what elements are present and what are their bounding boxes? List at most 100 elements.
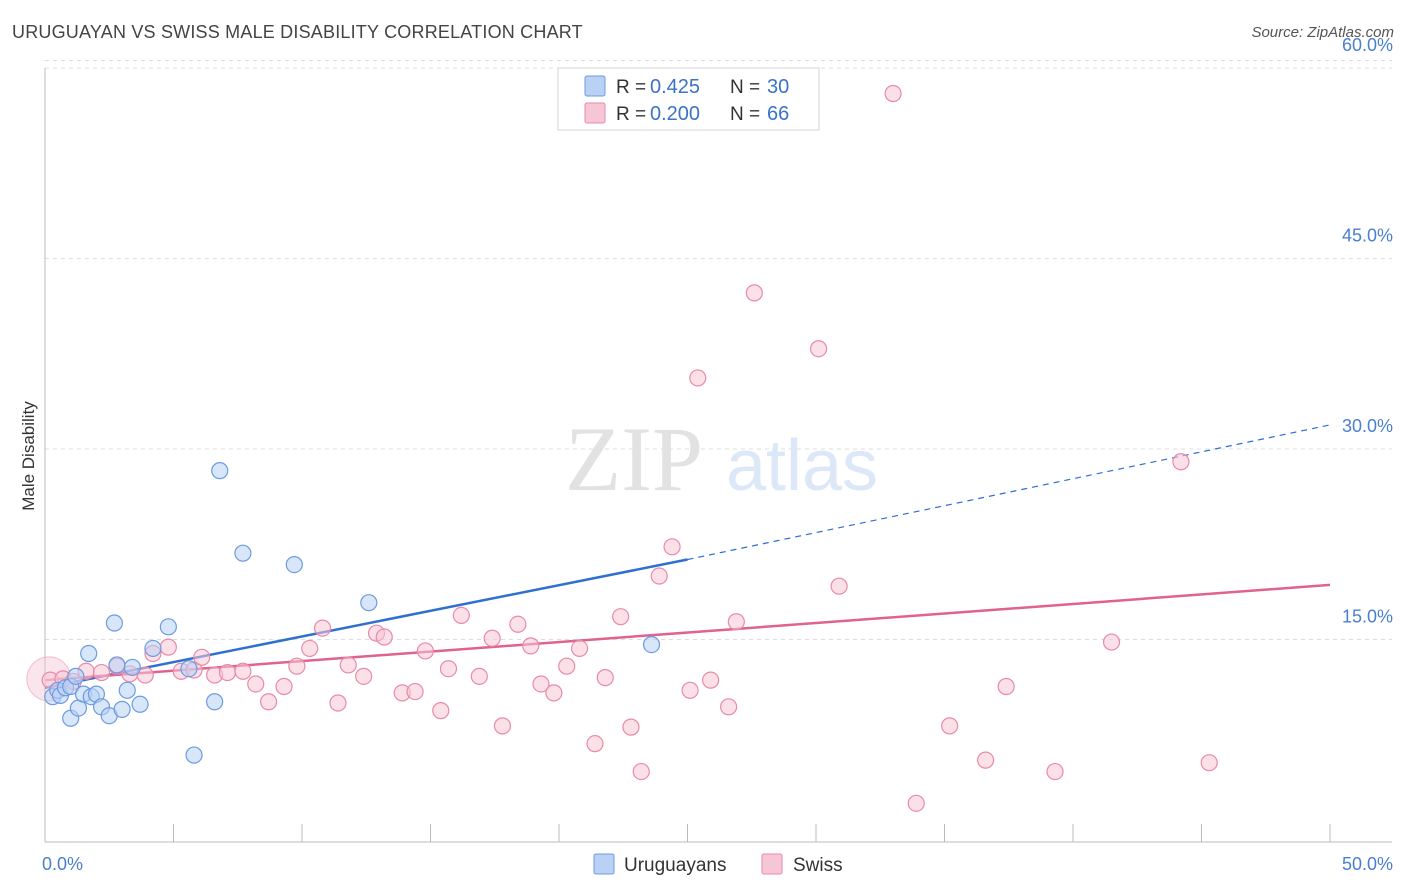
- series-legend-swatch-uruguayans: [593, 853, 615, 875]
- swiss-point: [1200, 754, 1218, 772]
- legend-swatch-swiss: [584, 102, 606, 124]
- uruguayan-point: [123, 658, 141, 677]
- swiss-point: [727, 613, 745, 631]
- x-tick-label: 0.0%: [42, 854, 83, 874]
- swiss-point: [586, 735, 604, 753]
- swiss-point: [681, 681, 699, 699]
- swiss-point: [884, 84, 902, 103]
- swiss-point: [247, 675, 265, 693]
- swiss-point: [650, 567, 668, 585]
- swiss-point: [355, 667, 373, 685]
- swiss-point: [375, 628, 393, 646]
- legend: R = 0.425 N = 30 R = 0.200 N = 66: [557, 67, 820, 131]
- swiss-point: [702, 671, 720, 689]
- x-tick-labels: 0.0% 50.0%: [42, 854, 1393, 874]
- uruguayan-point: [144, 639, 162, 658]
- watermark: ZIP atlas: [565, 408, 878, 510]
- uruguayan-point: [80, 644, 98, 663]
- uruguayan-point: [285, 556, 303, 574]
- swiss-point: [275, 677, 293, 696]
- legend-n-value: 66: [767, 103, 789, 125]
- uruguayan-point: [113, 700, 131, 718]
- swiss-point: [720, 698, 738, 716]
- swiss-point: [452, 606, 470, 624]
- series-legend-label-uruguayans: Uruguayans: [624, 855, 726, 876]
- swiss-point: [288, 657, 306, 675]
- legend-swatch-uruguayans: [584, 75, 606, 97]
- swiss-point: [470, 667, 488, 685]
- swiss-point: [689, 369, 707, 387]
- swiss-point: [663, 538, 681, 556]
- swiss-point: [977, 751, 995, 769]
- y-tick-label: 45.0%: [1342, 226, 1393, 246]
- series-legend-swatch-swiss: [761, 853, 783, 875]
- legend-r-value: 0.200: [650, 103, 700, 125]
- swiss-point: [558, 657, 576, 675]
- legend-n-label: N =: [730, 104, 760, 125]
- swiss-point: [493, 717, 512, 735]
- x-tick-label: 50.0%: [1342, 854, 1393, 874]
- chart-title: URUGUAYAN VS SWISS MALE DISABILITY CORRE…: [12, 22, 583, 42]
- uruguayan-trend-line: [44, 558, 688, 690]
- watermark-atlas: atlas: [726, 426, 878, 506]
- uruguayan-point: [159, 618, 177, 636]
- y-tick-label: 30.0%: [1342, 416, 1393, 436]
- legend-n-label: N =: [730, 77, 760, 98]
- swiss-point: [809, 340, 828, 358]
- swiss-point: [259, 693, 278, 711]
- swiss-point: [622, 718, 640, 736]
- uruguayan-point: [108, 656, 126, 674]
- uruguayan-point: [360, 594, 378, 612]
- swiss-point: [234, 662, 252, 680]
- swiss-point: [406, 682, 424, 701]
- data-points: [26, 84, 1218, 812]
- y-tick-labels: 15.0% 30.0% 45.0% 60.0%: [1342, 35, 1393, 626]
- swiss-point: [570, 639, 589, 658]
- uruguayan-point: [185, 746, 203, 764]
- swiss-point: [218, 663, 237, 682]
- swiss-point: [532, 675, 550, 693]
- y-tick-label: 15.0%: [1342, 607, 1393, 627]
- swiss-point: [329, 694, 347, 712]
- trend-lines: [44, 424, 1331, 690]
- uruguayan-point: [67, 667, 85, 685]
- swiss-point: [159, 638, 177, 656]
- swiss-point: [509, 615, 527, 633]
- legend-r-label: R =: [616, 104, 646, 125]
- legend-n-value: 30: [767, 76, 789, 98]
- y-tick-label: 60.0%: [1342, 35, 1393, 55]
- swiss-point: [313, 619, 332, 637]
- swiss-point: [830, 577, 848, 595]
- swiss-point: [997, 677, 1015, 696]
- uruguayan-point: [118, 681, 136, 699]
- swiss-point: [416, 642, 434, 660]
- swiss-trend-line: [44, 583, 1331, 682]
- swiss-point: [612, 608, 630, 626]
- swiss-point: [483, 629, 501, 647]
- swiss-point: [136, 666, 154, 684]
- uruguayan-point: [211, 462, 229, 480]
- swiss-point: [522, 637, 540, 655]
- swiss-point: [301, 639, 319, 658]
- swiss-point: [632, 762, 650, 781]
- uruguayan-point: [206, 693, 224, 711]
- grid-lines: [45, 59, 1392, 641]
- uruguayan-point: [105, 614, 123, 632]
- swiss-point: [545, 684, 563, 702]
- legend-r-label: R =: [616, 77, 646, 98]
- series-legend-label-swiss: Swiss: [793, 855, 843, 876]
- y-axis-label: Male Disability: [19, 401, 38, 511]
- swiss-point: [596, 669, 614, 687]
- uruguayan-point: [131, 695, 149, 713]
- uruguayan-point: [234, 544, 252, 562]
- swiss-point: [439, 660, 458, 678]
- series-legend: Uruguayans Swiss: [593, 853, 843, 876]
- axes: [44, 68, 1392, 843]
- swiss-point: [193, 648, 211, 666]
- swiss-point: [92, 663, 111, 682]
- uruguayan-point: [180, 660, 198, 678]
- uruguayan-point: [642, 636, 661, 654]
- swiss-point: [339, 656, 357, 674]
- swiss-point: [941, 717, 959, 735]
